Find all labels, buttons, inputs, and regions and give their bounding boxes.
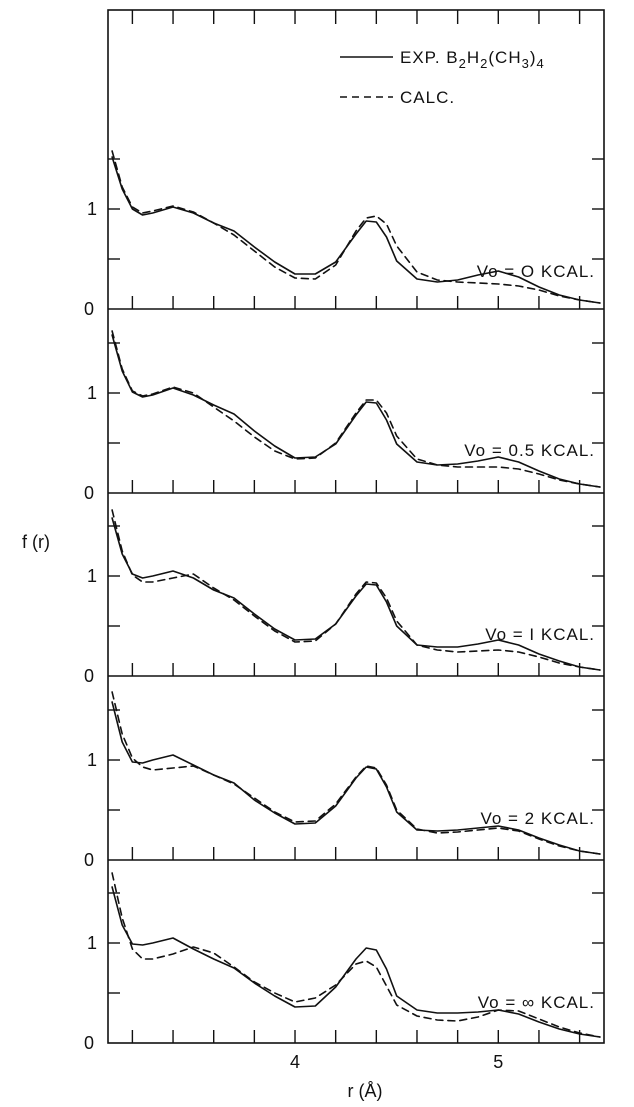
y-tick-label: 1 [87, 933, 97, 953]
plot-frame [107, 9, 605, 1044]
legend-text-part: B [446, 48, 458, 67]
legend-subscript: 2 [459, 56, 467, 71]
legend-subscript: 3 [522, 56, 530, 71]
panel-label: Vo = I KCAL. [485, 625, 595, 644]
legend-text-part: H [467, 48, 480, 67]
calc-curve [111, 330, 601, 488]
y-tick-label: 1 [87, 750, 97, 770]
calc-curve [111, 150, 601, 304]
legend-text-part: ) [530, 48, 537, 67]
exp-curve [111, 886, 601, 1038]
y-tick-label: 0 [84, 1033, 94, 1053]
x-axis-label: r (Å) [348, 1081, 383, 1101]
y-tick-label: 0 [84, 850, 94, 870]
panel-label: Vo = 2 KCAL. [480, 809, 595, 828]
y-tick-label: 1 [87, 199, 97, 219]
legend-calc-label: CALC. [400, 88, 455, 107]
y-axis-label: f (r) [22, 532, 50, 552]
legend-exp-label: EXP. B2H2(CH3)4 [400, 48, 545, 71]
exp-curve [111, 334, 601, 488]
legend-subscript: 4 [537, 56, 545, 71]
y-tick-label: 1 [87, 566, 97, 586]
panel-label: Vo = ∞ KCAL. [478, 993, 595, 1012]
y-tick-label: 1 [87, 383, 97, 403]
exp-curve [111, 517, 601, 671]
x-tick-label: 4 [290, 1052, 300, 1072]
panel-label: Vo = O KCAL. [477, 262, 595, 281]
calc-curve [111, 509, 601, 671]
y-tick-label: 0 [84, 666, 94, 686]
exp-curve [111, 156, 601, 304]
panel-label: Vo = 0.5 KCAL. [464, 441, 595, 460]
legend-subscript: 2 [480, 56, 488, 71]
x-tick-label: 5 [493, 1052, 503, 1072]
legend-text-part: EXP. [400, 48, 441, 67]
calc-curve [111, 872, 601, 1038]
legend-text-part: (CH [488, 48, 521, 67]
y-tick-label: 0 [84, 299, 94, 319]
y-tick-label: 0 [84, 483, 94, 503]
calc-curve [111, 691, 601, 855]
